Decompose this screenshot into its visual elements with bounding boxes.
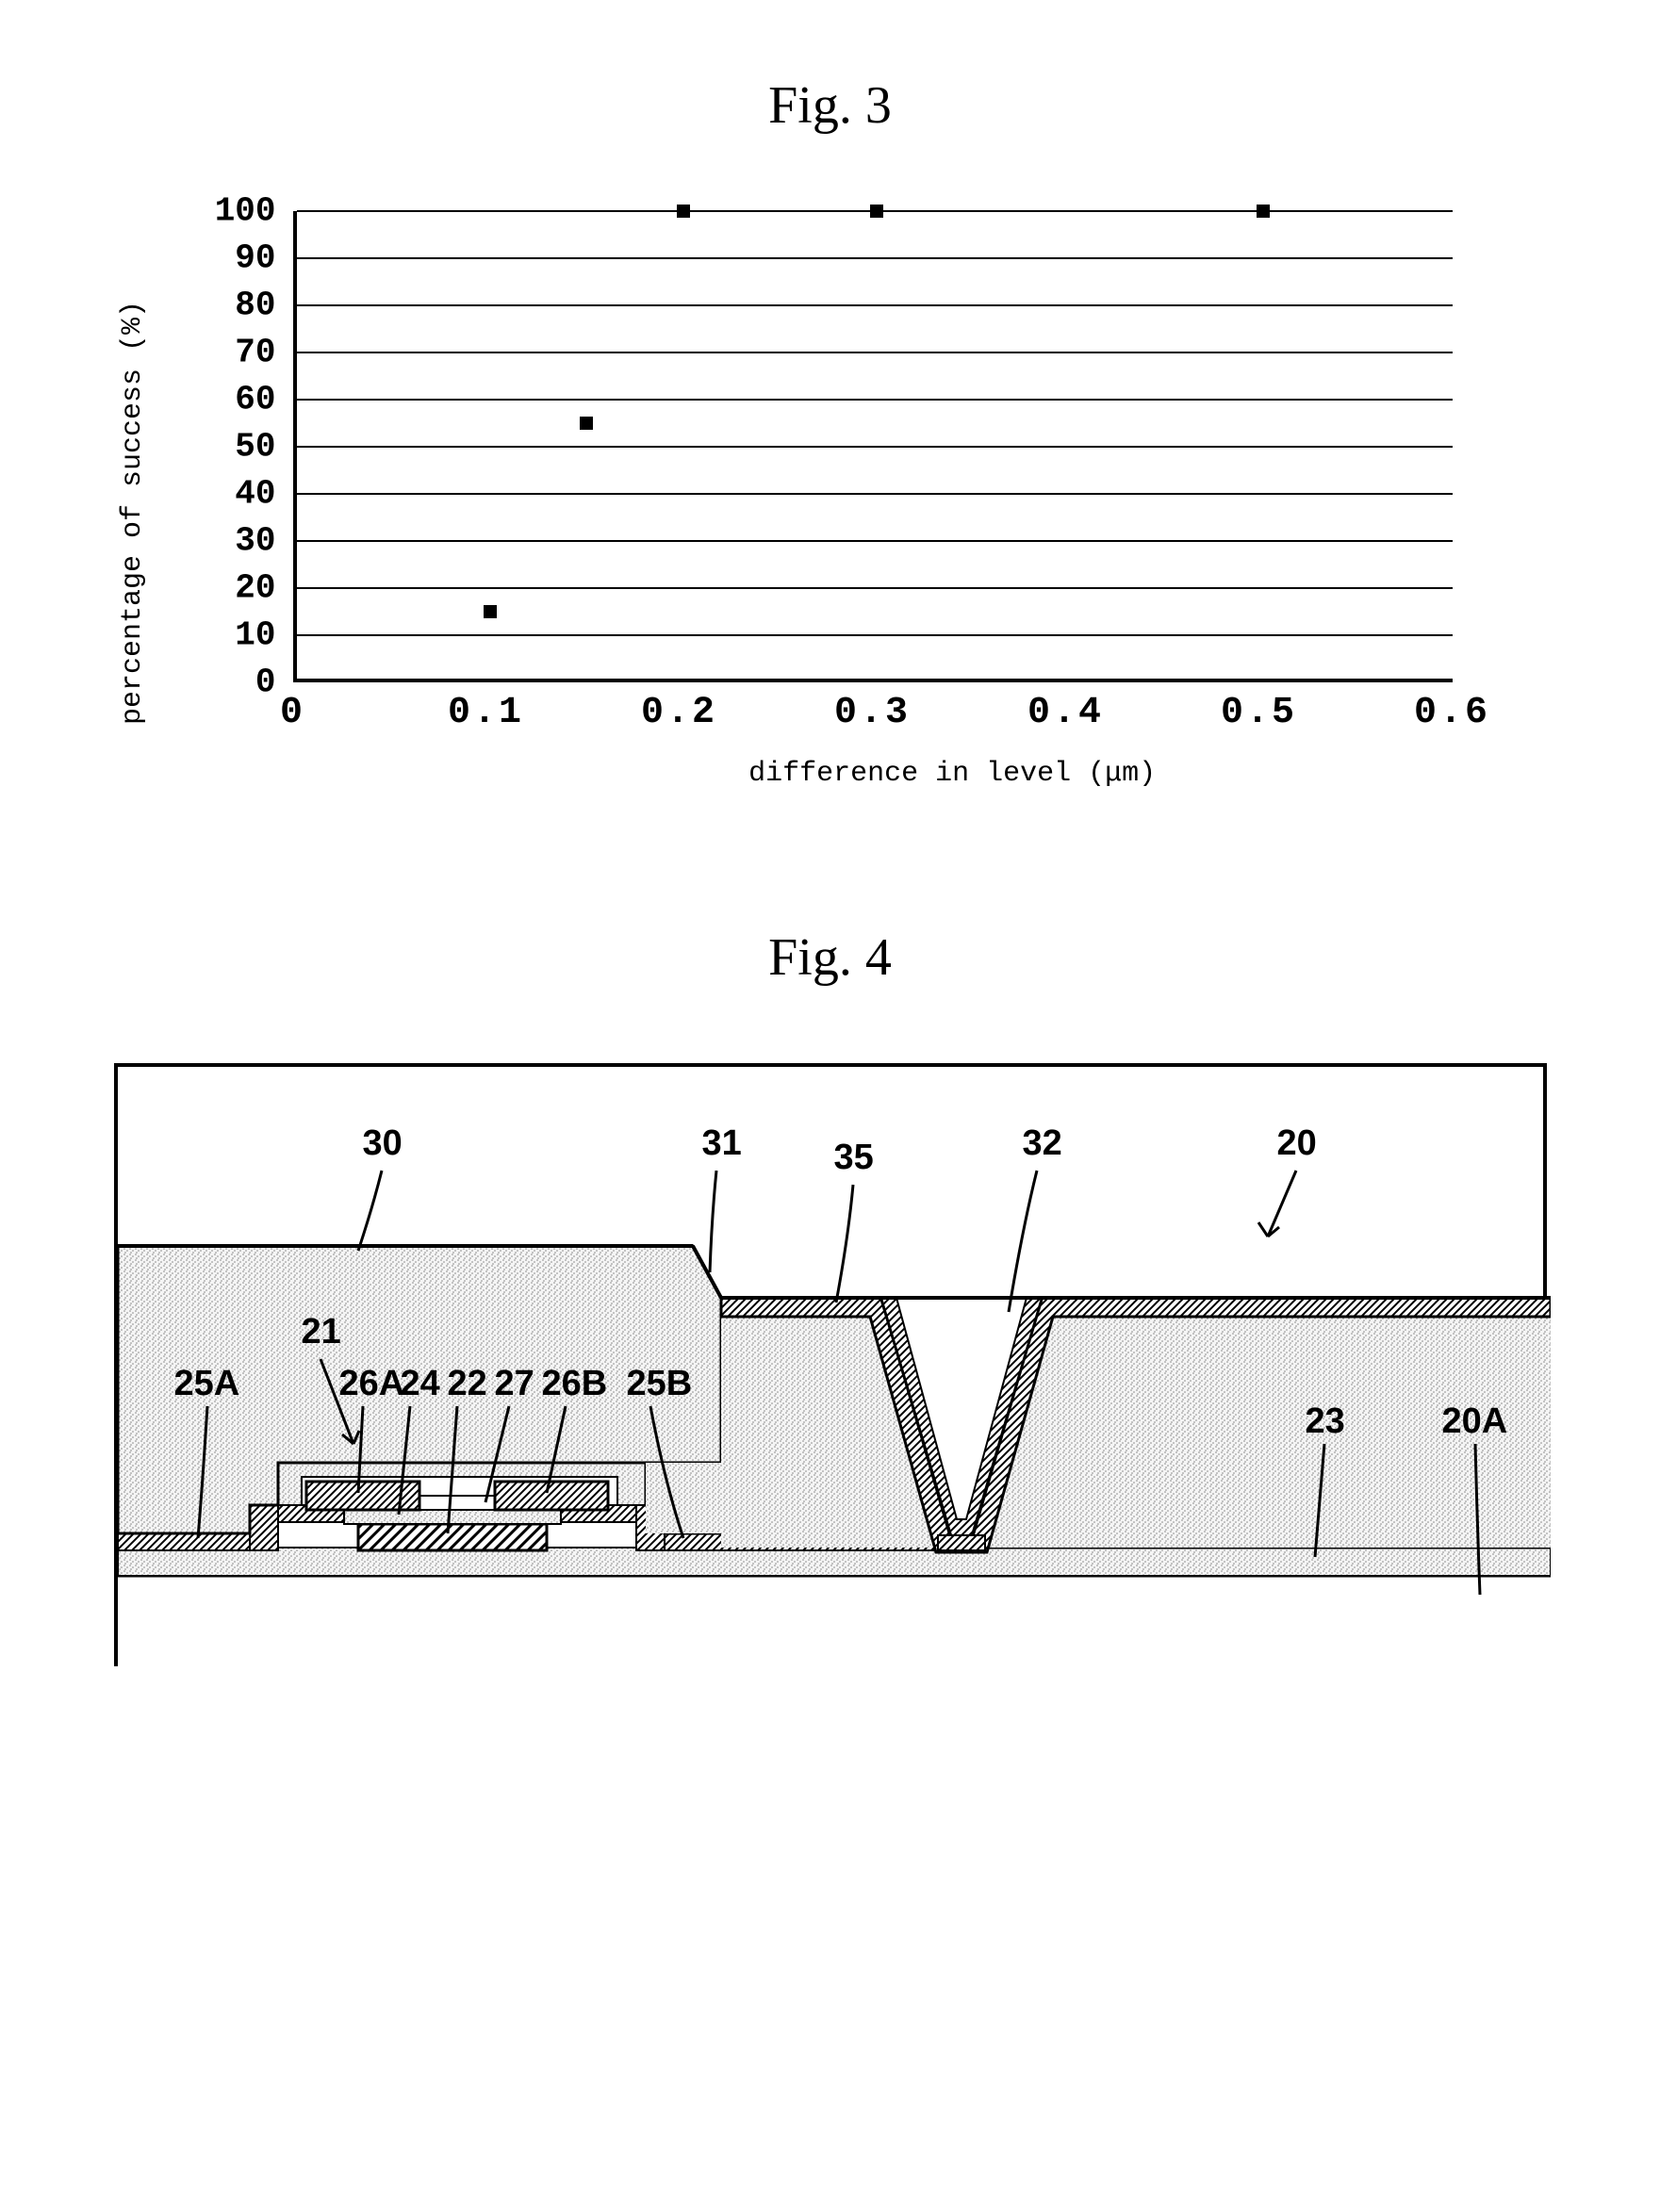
x-tick: 0.1 — [448, 692, 524, 734]
y-tick: 50 — [235, 428, 275, 467]
cross-section-diagram: 30 31 35 32 20 21 25A 26A 24 22 27 26B 2… — [114, 1063, 1547, 1666]
y-tick: 0 — [255, 664, 276, 702]
callout-30: 30 — [363, 1123, 403, 1164]
callout-26b: 26B — [542, 1364, 608, 1404]
data-point — [870, 205, 883, 218]
y-tick: 70 — [235, 334, 275, 372]
callout-22: 22 — [448, 1364, 487, 1404]
callout-31: 31 — [702, 1123, 742, 1164]
y-axis-label: percentage of success (%) — [117, 301, 149, 725]
fig4-diagram-wrap: 30 31 35 32 20 21 25A 26A 24 22 27 26B 2… — [114, 1063, 1547, 1666]
callout-24: 24 — [401, 1364, 440, 1404]
plot-area — [293, 211, 1453, 682]
callout-27: 27 — [495, 1364, 534, 1404]
x-tick: 0.4 — [1027, 692, 1104, 734]
y-axis: 0102030405060708090100 — [227, 211, 284, 682]
callout-23: 23 — [1306, 1401, 1345, 1442]
callout-35: 35 — [834, 1138, 874, 1178]
gridline — [297, 446, 1453, 448]
fig4-title: Fig. 4 — [113, 927, 1547, 988]
y-tick: 40 — [235, 475, 275, 514]
callout-21: 21 — [302, 1312, 341, 1352]
y-tick: 90 — [235, 239, 275, 278]
fig3-title: Fig. 3 — [113, 75, 1547, 136]
gridline — [297, 352, 1453, 353]
gridline — [297, 399, 1453, 401]
y-tick: 60 — [235, 381, 275, 419]
y-tick: 80 — [235, 287, 275, 325]
gridline — [297, 304, 1453, 306]
callout-25b: 25B — [627, 1364, 693, 1404]
callout-20a: 20A — [1442, 1401, 1508, 1442]
x-axis-label: difference in level (μm) — [748, 758, 1156, 790]
callout-20: 20 — [1277, 1123, 1317, 1164]
x-tick: 0.6 — [1414, 692, 1490, 734]
x-tick: 0.3 — [834, 692, 911, 734]
callout-25a: 25A — [174, 1364, 240, 1404]
gridline — [297, 540, 1453, 542]
x-tick: 0.5 — [1221, 692, 1297, 734]
x-tick: 0.2 — [641, 692, 717, 734]
data-point — [1257, 205, 1270, 218]
callout-32: 32 — [1023, 1123, 1062, 1164]
gridline — [297, 634, 1453, 636]
callout-26a: 26A — [339, 1364, 405, 1404]
y-tick: 100 — [215, 192, 276, 231]
y-tick: 30 — [235, 522, 275, 561]
gridline — [297, 493, 1453, 495]
gridline — [297, 587, 1453, 589]
fig3-chart: percentage of success (%) 01020304050607… — [171, 211, 1490, 814]
gridline — [297, 257, 1453, 259]
y-tick: 20 — [235, 569, 275, 608]
y-tick: 10 — [235, 616, 275, 655]
data-point — [484, 605, 497, 618]
x-tick: 0 — [280, 692, 305, 734]
data-point — [677, 205, 690, 218]
data-point — [580, 417, 593, 430]
